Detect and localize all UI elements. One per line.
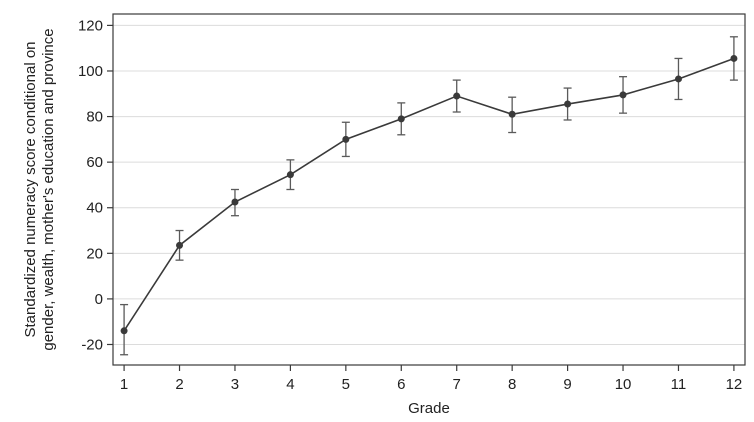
- x-tick-label: 2: [175, 376, 183, 393]
- y-axis-title-line-1: Standardized numeracy score conditional …: [22, 41, 39, 337]
- plot-frame: [112, 13, 746, 366]
- x-tick-label: 8: [508, 376, 516, 393]
- data-point: [730, 54, 738, 62]
- y-axis: -20 0 20 40 60 80 100 120: [78, 17, 113, 353]
- series-line: [123, 57, 735, 332]
- x-tick-label: 4: [286, 376, 294, 393]
- x-axis: 1 2 3 4 5 6 7 8 9 10 11 12: [120, 365, 742, 393]
- data-point: [508, 110, 516, 118]
- y-tick-label: 60: [86, 154, 103, 171]
- y-axis-title: Standardized numeracy score conditional …: [22, 28, 57, 350]
- x-tick-label: 10: [615, 376, 632, 393]
- y-tick-label: 0: [95, 291, 103, 308]
- data-point: [564, 100, 572, 108]
- data-point: [231, 198, 239, 206]
- y-tick-label: 120: [78, 17, 103, 34]
- y-tick-label: 40: [86, 200, 103, 217]
- data-points: [120, 54, 738, 335]
- data-point: [342, 135, 350, 143]
- y-tick-label: 100: [78, 63, 103, 80]
- data-point: [176, 241, 184, 249]
- y-tick-label: 20: [86, 245, 103, 262]
- data-point: [397, 115, 405, 123]
- x-tick-label: 11: [671, 376, 687, 393]
- x-tick-label: 5: [342, 376, 350, 393]
- data-point: [120, 327, 128, 335]
- x-tick-label: 9: [563, 376, 571, 393]
- x-tick-label: 7: [453, 376, 461, 393]
- x-tick-label: 12: [726, 376, 743, 393]
- x-tick-label: 3: [231, 376, 239, 393]
- x-tick-label: 1: [120, 376, 128, 393]
- error-bars: [120, 36, 738, 356]
- x-axis-title: Grade: [408, 400, 450, 417]
- y-tick-label: -20: [81, 336, 103, 353]
- grid-lines: [113, 24, 745, 345]
- data-point: [674, 75, 682, 83]
- x-tick-label: 6: [397, 376, 405, 393]
- data-point: [453, 92, 461, 100]
- data-point: [286, 171, 294, 179]
- y-axis-title-line-2: gender, wealth, mother's education and p…: [40, 28, 57, 350]
- data-point: [619, 91, 627, 99]
- y-tick-label: 80: [86, 109, 103, 126]
